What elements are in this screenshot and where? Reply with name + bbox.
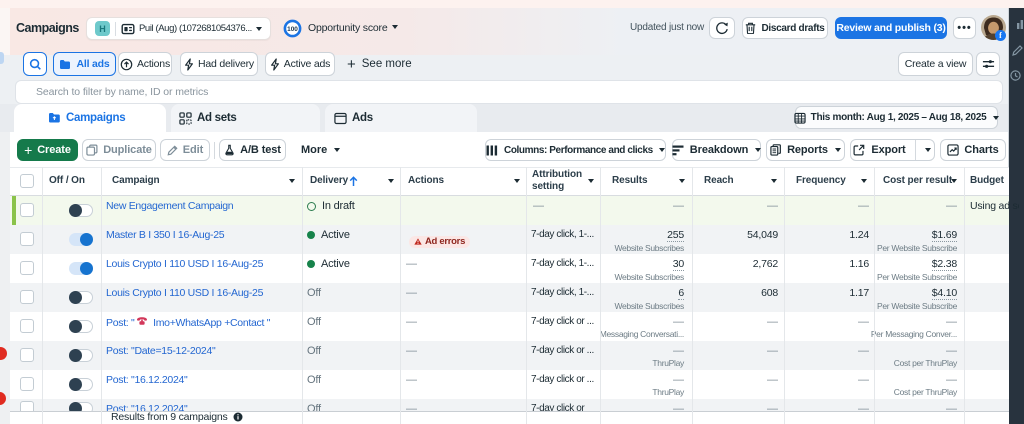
- svg-text:100: 100: [287, 26, 298, 33]
